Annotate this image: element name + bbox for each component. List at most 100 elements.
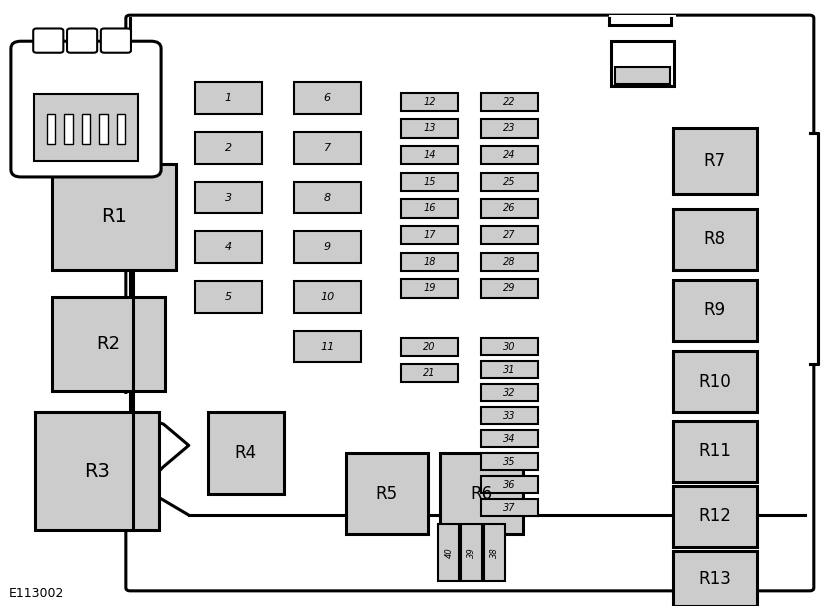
Text: R12: R12 [698, 507, 732, 525]
Bar [195, 231, 262, 263]
Bar [401, 253, 458, 271]
Bar [35, 412, 159, 530]
Bar [673, 551, 757, 606]
Bar [481, 407, 538, 424]
Bar [208, 412, 284, 494]
Bar [401, 146, 458, 164]
Bar [401, 338, 458, 356]
Text: 28: 28 [503, 257, 515, 267]
Bar [481, 146, 538, 164]
Text: R4: R4 [235, 444, 257, 462]
Text: 3: 3 [225, 193, 232, 202]
Bar [673, 351, 757, 412]
Text: 6: 6 [324, 93, 331, 103]
Text: 33: 33 [503, 411, 515, 421]
Text: 2: 2 [225, 143, 232, 153]
Bar [615, 67, 670, 84]
Text: 29: 29 [503, 284, 515, 293]
Bar [401, 364, 458, 382]
Bar [64, 114, 73, 144]
Bar [481, 279, 538, 298]
Text: 39: 39 [467, 547, 476, 558]
Text: 27: 27 [503, 230, 515, 240]
FancyBboxPatch shape [34, 28, 64, 53]
Bar [195, 132, 262, 164]
Text: 35: 35 [503, 457, 515, 467]
Text: 23: 23 [503, 124, 515, 133]
Bar [481, 338, 538, 355]
Bar [483, 524, 505, 582]
FancyBboxPatch shape [126, 15, 814, 591]
FancyBboxPatch shape [11, 41, 161, 177]
Bar [294, 331, 361, 362]
Text: 10: 10 [320, 292, 334, 302]
Text: 8: 8 [324, 193, 331, 202]
Bar [481, 119, 538, 138]
Text: 4: 4 [225, 242, 232, 252]
Bar [294, 231, 361, 263]
Bar [294, 182, 361, 213]
Bar [481, 384, 538, 401]
Text: R13: R13 [698, 570, 732, 588]
Text: 1: 1 [225, 93, 232, 103]
Bar [609, 15, 676, 42]
Bar [52, 164, 176, 270]
Bar [346, 453, 428, 534]
Bar [401, 93, 458, 111]
FancyBboxPatch shape [67, 28, 97, 53]
Bar [294, 132, 361, 164]
Bar [808, 133, 825, 364]
Text: 30: 30 [503, 342, 515, 351]
Bar [34, 94, 138, 161]
Bar [195, 82, 262, 114]
Bar [52, 297, 165, 391]
Text: R3: R3 [85, 462, 110, 481]
Text: 31: 31 [503, 365, 515, 375]
Text: 20: 20 [424, 342, 435, 351]
Text: 14: 14 [424, 150, 435, 160]
Bar [481, 453, 538, 470]
Text: 34: 34 [503, 434, 515, 444]
Bar [401, 226, 458, 244]
Bar [461, 524, 482, 582]
Bar [481, 199, 538, 218]
Bar [481, 499, 538, 516]
Bar [673, 128, 757, 194]
Text: 38: 38 [490, 547, 498, 558]
Bar [294, 82, 361, 114]
Bar [195, 182, 262, 213]
Bar [401, 173, 458, 191]
Bar [294, 281, 361, 313]
Bar [611, 41, 674, 86]
Bar [81, 114, 91, 144]
Bar [481, 361, 538, 378]
Text: 17: 17 [424, 230, 435, 240]
Bar [195, 281, 262, 313]
Text: 11: 11 [320, 342, 334, 351]
Bar [481, 93, 538, 111]
Bar [401, 119, 458, 138]
Text: 16: 16 [424, 204, 435, 213]
Text: E113002: E113002 [8, 587, 64, 600]
Text: 24: 24 [503, 150, 515, 160]
Text: 40: 40 [445, 547, 453, 558]
Text: R6: R6 [471, 485, 492, 502]
Text: 37: 37 [503, 503, 515, 513]
Text: R9: R9 [704, 301, 726, 319]
Text: 15: 15 [424, 177, 435, 187]
Text: 26: 26 [503, 204, 515, 213]
Bar [673, 486, 757, 547]
Bar [99, 114, 108, 144]
Bar [481, 226, 538, 244]
Bar [481, 476, 538, 493]
Text: 9: 9 [324, 242, 331, 252]
Text: 19: 19 [424, 284, 435, 293]
Bar [440, 453, 523, 534]
Text: 32: 32 [503, 388, 515, 398]
Bar [673, 280, 757, 341]
Bar [673, 421, 757, 482]
Text: R5: R5 [376, 485, 398, 502]
Text: R7: R7 [704, 152, 726, 170]
Bar [481, 173, 538, 191]
Text: 7: 7 [324, 143, 331, 153]
